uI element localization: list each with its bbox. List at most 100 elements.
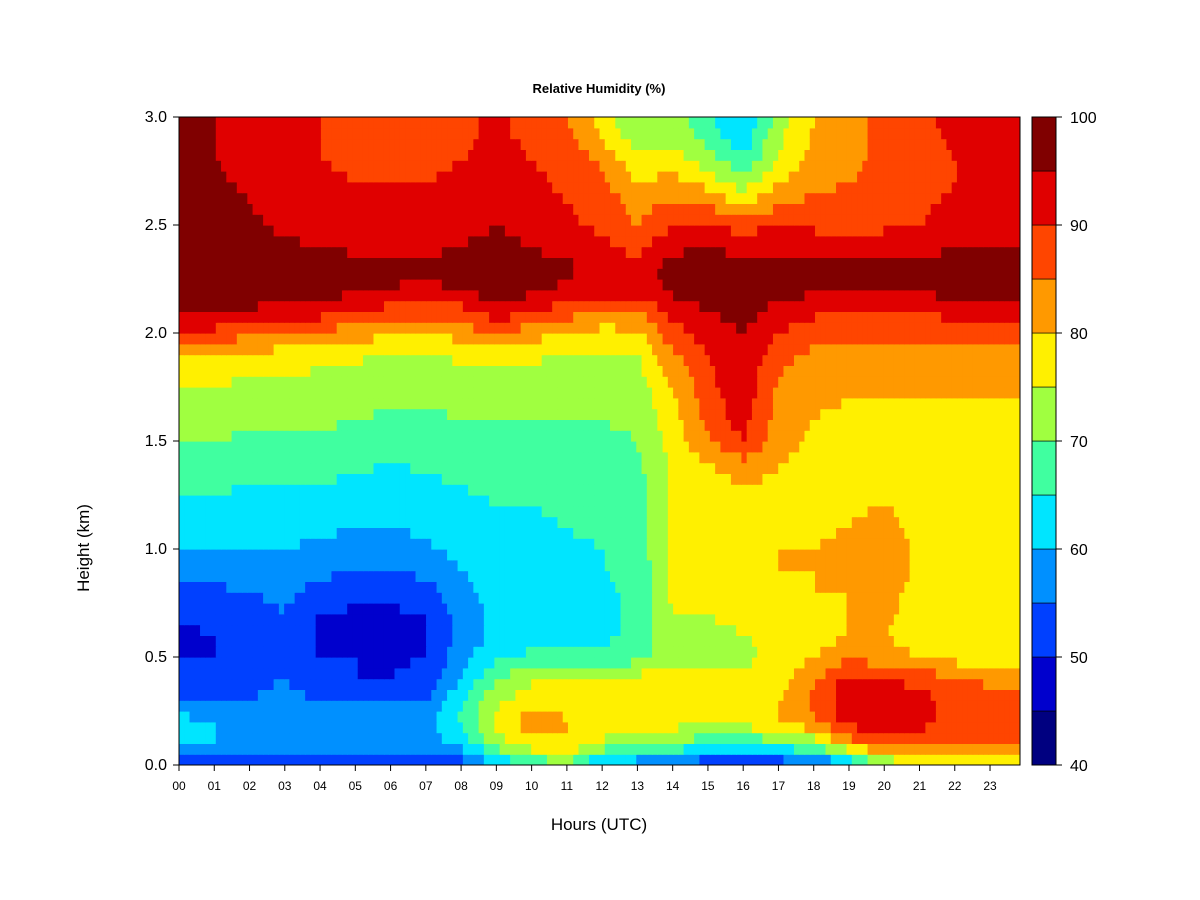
heatmap-cell — [641, 484, 648, 496]
heatmap-cell — [841, 646, 848, 658]
heatmap-cell — [604, 624, 611, 636]
heatmap-cell — [331, 646, 338, 658]
heatmap-cell — [914, 516, 921, 528]
heatmap-cell — [394, 495, 401, 507]
heatmap-cell — [263, 678, 269, 690]
heatmap-cell — [573, 721, 580, 734]
heatmap-cell — [368, 732, 375, 744]
heatmap-cell — [930, 484, 937, 496]
heatmap-cell — [546, 441, 553, 453]
heatmap-cell — [320, 732, 327, 744]
heatmap-cell — [762, 581, 769, 593]
heatmap-cell — [588, 635, 595, 647]
heatmap-cell — [499, 754, 506, 765]
heatmap-cell — [210, 646, 217, 658]
heatmap-cell — [983, 441, 990, 453]
heatmap-cell — [867, 732, 874, 744]
heatmap-cell — [935, 667, 942, 680]
heatmap-cell — [888, 700, 895, 712]
heatmap-cell — [541, 505, 548, 518]
heatmap-cell — [410, 570, 417, 582]
heatmap-cell — [893, 711, 900, 723]
heatmap-cell — [956, 700, 963, 712]
heatmap-cell — [536, 570, 543, 582]
heatmap-cell — [920, 711, 926, 723]
heatmap-cell — [846, 441, 853, 453]
heatmap-cell — [841, 721, 848, 734]
heatmap-cell — [494, 430, 501, 442]
heatmap-cell — [704, 495, 711, 507]
heatmap-cell — [878, 581, 884, 593]
heatmap-cell — [988, 581, 995, 593]
heatmap-cell — [935, 581, 942, 593]
heatmap-cell — [326, 419, 333, 431]
heatmap-cell — [804, 613, 811, 626]
heatmap-cell — [541, 743, 548, 755]
heatmap-cell — [341, 613, 348, 626]
heatmap-cell — [473, 754, 480, 765]
heatmap-cell — [993, 451, 1000, 464]
heatmap-cell — [247, 743, 254, 755]
heatmap-cell — [625, 527, 632, 539]
heatmap-cell — [483, 592, 490, 604]
heatmap-cell — [357, 711, 364, 723]
heatmap-cell — [867, 678, 874, 690]
heatmap-cell — [872, 570, 879, 582]
heatmap-cell — [552, 527, 559, 539]
heatmap-cell — [678, 430, 685, 442]
heatmap-cell — [373, 570, 380, 582]
heatmap-cell — [588, 678, 595, 690]
heatmap-cell — [946, 570, 953, 582]
heatmap-cell — [583, 559, 590, 572]
heatmap-cell — [967, 462, 974, 474]
heatmap-cell — [625, 441, 632, 453]
heatmap-cell — [841, 743, 848, 755]
heatmap-cell — [499, 473, 506, 485]
heatmap-cell — [378, 678, 385, 690]
heatmap-cell — [194, 689, 201, 701]
heatmap-cell — [1009, 484, 1016, 496]
heatmap-cell — [426, 646, 432, 658]
heatmap-cell — [846, 581, 853, 593]
heatmap-cell — [378, 721, 385, 734]
heatmap-cell — [646, 635, 653, 647]
heatmap-cell — [941, 657, 948, 669]
heatmap-cell — [373, 538, 380, 550]
heatmap-cell — [189, 441, 196, 453]
heatmap-cell — [652, 646, 658, 658]
heatmap-cell — [688, 743, 695, 755]
heatmap-cell — [851, 559, 858, 572]
heatmap-cell — [483, 516, 490, 528]
heatmap-cell — [389, 473, 396, 485]
heatmap-cell — [331, 549, 338, 561]
heatmap-cell — [299, 473, 306, 485]
heatmap-cell — [1009, 613, 1016, 626]
heatmap-cell — [862, 603, 869, 615]
heatmap-cell — [410, 581, 417, 593]
heatmap-cell — [515, 516, 522, 528]
heatmap-cell — [578, 441, 585, 453]
heatmap-cell — [1009, 592, 1016, 604]
heatmap-cell — [583, 462, 590, 474]
heatmap-cell — [231, 592, 238, 604]
heatmap-cell — [184, 559, 191, 572]
heatmap-cell — [715, 743, 721, 755]
heatmap-cell — [567, 451, 574, 464]
heatmap-cell — [426, 527, 432, 539]
heatmap-cell — [221, 624, 227, 636]
heatmap-cell — [536, 549, 543, 561]
heatmap-cell — [263, 603, 269, 615]
heatmap-cell — [447, 624, 453, 636]
heatmap-cell — [956, 592, 963, 604]
heatmap-cell — [536, 462, 543, 474]
heatmap-cell — [967, 678, 974, 690]
heatmap-cell — [772, 624, 779, 636]
heatmap-cell — [662, 603, 669, 615]
heatmap-cell — [441, 635, 448, 647]
heatmap-cell — [720, 473, 727, 485]
heatmap-cell — [247, 419, 254, 431]
heatmap-cell — [478, 711, 485, 723]
heatmap-cell — [662, 754, 669, 765]
heatmap-cell — [215, 721, 222, 734]
heatmap-cell — [704, 549, 711, 561]
